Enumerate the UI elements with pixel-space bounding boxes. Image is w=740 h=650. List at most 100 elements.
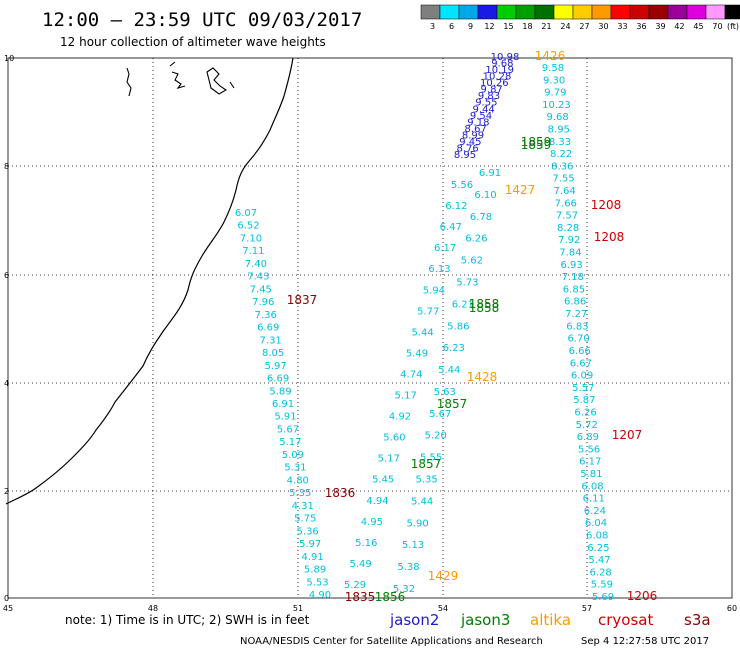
pass-time-label: 1206 [627, 589, 658, 603]
legend-swatch [667, 4, 688, 20]
swh-value: 6.66 [569, 346, 591, 357]
swh-value: 9.68 [491, 59, 513, 70]
swh-value: 5.60 [383, 433, 405, 444]
x-tick-label: 45 [3, 604, 13, 613]
legend-swatch [610, 4, 631, 20]
legend-label: 9 [468, 22, 473, 31]
pass-time-label: 1207 [612, 428, 643, 442]
y-tick-label: 0 [4, 594, 9, 603]
swh-value: 4.80 [287, 475, 309, 486]
swh-value: 5.89 [269, 386, 291, 397]
pass-time-label: 1427 [505, 183, 536, 197]
swh-value: 5.09 [282, 450, 304, 461]
swh-value: 7.31 [260, 335, 282, 346]
satellite-name-jason2: jason2 [389, 611, 439, 629]
swh-value: 6.86 [564, 297, 586, 308]
plot-frame [7, 57, 733, 599]
swh-value: 6.78 [470, 212, 492, 223]
swh-value: 5.31 [284, 463, 306, 474]
swh-value: 7.27 [565, 309, 587, 320]
x-tick-label: 54 [438, 604, 448, 613]
swh-value: 6.25 [587, 543, 609, 554]
legend-swatch [534, 4, 555, 20]
swh-value: 8.76 [457, 143, 479, 154]
swh-value: 6.21 [452, 299, 474, 310]
pass-time-label: 1858 [469, 301, 500, 315]
swh-value: 6.12 [445, 201, 467, 212]
swh-value: 8.33 [549, 137, 571, 148]
x-tick-label: 51 [293, 604, 303, 613]
swh-value: 5.17 [378, 454, 400, 465]
swh-value: 8.95 [454, 150, 476, 161]
x-tick-label: 57 [582, 604, 592, 613]
coastline [5, 57, 294, 505]
swh-value: 5.36 [297, 526, 319, 537]
swh-value: 4.74 [400, 369, 422, 380]
swh-value: 5.47 [588, 555, 610, 566]
swh-value: 5.44 [411, 496, 433, 507]
swh-value: 4.94 [366, 496, 388, 507]
swh-value: 5.53 [306, 577, 328, 588]
satellite-name-altika: altika [530, 611, 571, 629]
x-tick-label: 48 [148, 604, 158, 613]
satellite-name-s3a: s3a [684, 611, 711, 629]
legend-label: 3 [430, 22, 435, 31]
swh-value: 5.86 [447, 321, 469, 332]
swh-value: 5.35 [289, 488, 311, 499]
footer-timestamp: Sep 4 12:27:58 UTC 2017 [581, 636, 709, 647]
pass-time-label: 1857 [437, 397, 468, 411]
swh-value: 9.68 [547, 112, 569, 123]
swh-value: 5.32 [393, 584, 415, 595]
y-tick-label: 4 [4, 379, 9, 388]
pass-time-label: 1426 [535, 49, 566, 63]
x-tick-label: 60 [727, 604, 737, 613]
swh-value: 7.11 [242, 246, 264, 257]
pass-time-label: 1856 [375, 590, 406, 604]
swh-value: 6.83 [566, 321, 588, 332]
legend-swatch [496, 4, 517, 20]
pass-time-label: 1857 [411, 457, 442, 471]
coastline-path [5, 57, 294, 505]
legend-swatch [458, 4, 479, 20]
swh-value: 5.63 [434, 387, 456, 398]
pass-time-label: 1859 [521, 135, 552, 149]
note-text: note: 1) Time is in UTC; 2) SWH is in fe… [65, 613, 310, 627]
legend-label: 21 [541, 22, 551, 31]
swh-value: 10.19 [485, 65, 514, 76]
swh-value: 4.31 [292, 501, 314, 512]
swh-value: 6.13 [428, 264, 450, 275]
island-1 [126, 67, 132, 97]
y-tick-label: 2 [4, 487, 9, 496]
swh-value: 9.54 [470, 111, 492, 122]
swh-value: 7.45 [250, 284, 272, 295]
pass-time-label: 1208 [594, 230, 625, 244]
legend-swatch [420, 4, 441, 20]
swh-value: 9.45 [459, 137, 481, 148]
legend-swatch [686, 4, 707, 20]
swh-value: 6.10 [474, 190, 496, 201]
legend-swatch [572, 4, 593, 20]
swh-value: 5.87 [573, 395, 595, 406]
swh-value: 5.16 [355, 538, 377, 549]
island-3 [206, 67, 228, 95]
plot-grid: 45 48 51 54 57 60 10 8 6 4 2 0 [3, 54, 737, 613]
color-legend: 3 6 9 12 15 18 21 24 27 30 33 36 39 42 45 70 (ft) [420, 4, 740, 31]
legend-label: 27 [579, 22, 589, 31]
swh-value: 5.29 [344, 580, 366, 591]
swh-value: 10.28 [483, 72, 512, 83]
swh-value: 5.81 [580, 469, 602, 480]
swh-value: 5.89 [304, 565, 326, 576]
swh-value: 9.18 [467, 117, 489, 128]
swh-value: 7.64 [553, 186, 575, 197]
legend-label: 18 [522, 22, 532, 31]
swh-value: 6.24 [584, 506, 606, 517]
swh-value: 4.92 [389, 412, 411, 423]
swh-value: 5.38 [397, 562, 419, 573]
legend-label: 33 [617, 22, 627, 31]
swh-value: 5.17 [279, 437, 301, 448]
swh-value: 5.44 [438, 365, 460, 376]
swh-value: 6.91 [272, 399, 294, 410]
swh-value: 7.40 [245, 259, 267, 270]
